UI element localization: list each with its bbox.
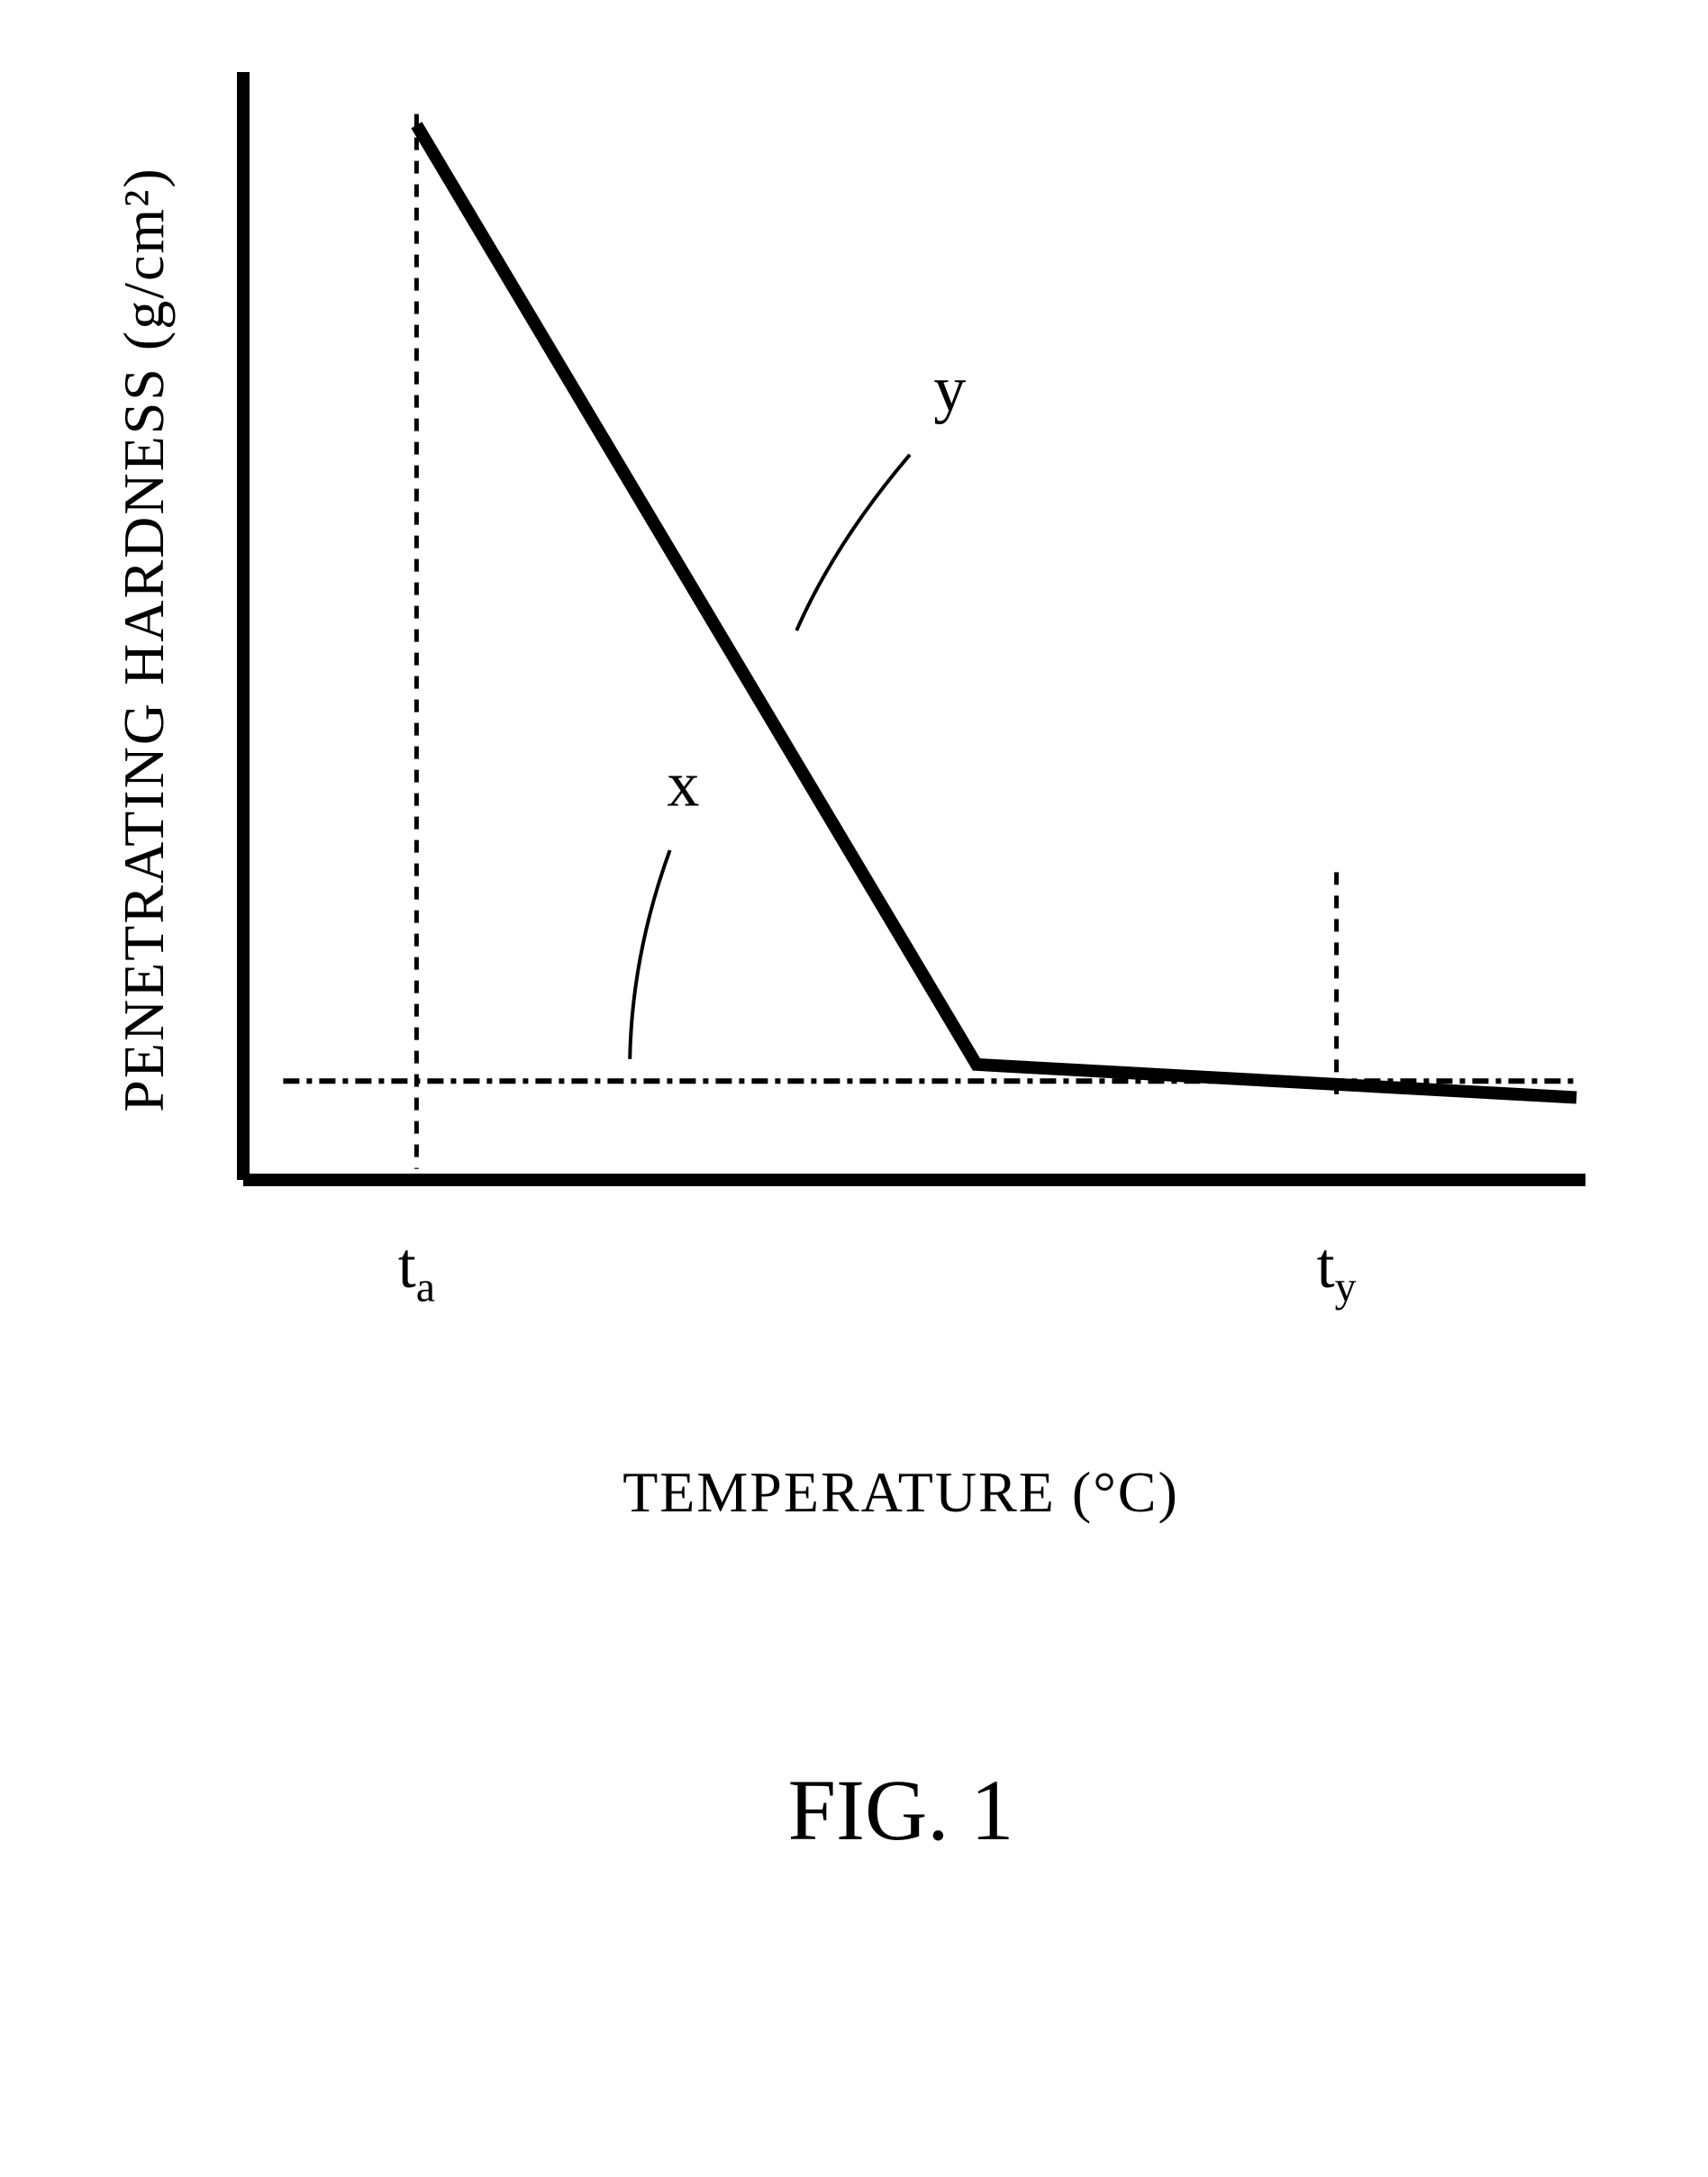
x-tick-ta: ta <box>398 1229 435 1311</box>
hardness-vs-temperature-chart: PENETRATING HARDNESS (g/cm²) y x ta ty T… <box>72 72 1640 1860</box>
x-tick-ta-main: t <box>398 1229 416 1302</box>
plot-area: y x <box>216 72 1585 1207</box>
figure-caption: FIG. 1 <box>216 1760 1585 1860</box>
x-tick-ta-sub: a <box>416 1263 435 1311</box>
series-label-y: y <box>933 351 966 426</box>
y-axis-label: PENETRATING HARDNESS (g/cm²) <box>111 167 177 1111</box>
plot-cell: y x <box>216 72 1585 1207</box>
plot-svg <box>216 72 1585 1207</box>
x-tick-ty-sub: y <box>1335 1263 1357 1311</box>
x-tick-ty: ty <box>1317 1229 1357 1311</box>
series-label-x: x <box>667 747 699 821</box>
x-axis-label: TEMPERATURE (°C) <box>216 1459 1585 1526</box>
x-tick-ty-main: t <box>1317 1229 1335 1302</box>
page: PENETRATING HARDNESS (g/cm²) y x ta ty T… <box>0 0 1708 2177</box>
chart-row: PENETRATING HARDNESS (g/cm²) y x <box>72 72 1640 1207</box>
ylabel-cell: PENETRATING HARDNESS (g/cm²) <box>72 72 216 1207</box>
x-tick-labels: ta ty <box>216 1207 1585 1333</box>
